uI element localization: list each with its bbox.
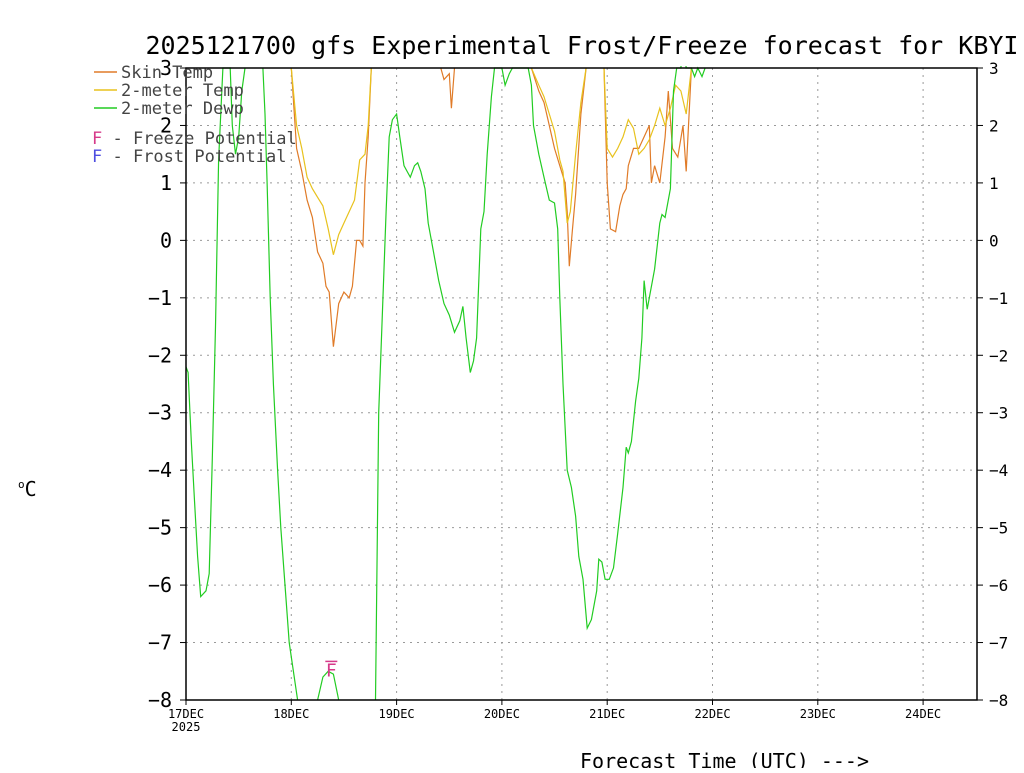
series-line-2-meter-temp [290, 67, 372, 255]
legend-marker-symbol: F [92, 147, 102, 167]
series-lines [186, 66, 706, 700]
y-tick-label-left: −6 [148, 573, 172, 597]
y-tick-label-right: −1 [989, 289, 1008, 308]
freeze-potential-marker: F [326, 660, 337, 681]
y-tick-label-left: −1 [148, 286, 172, 310]
legend-marker-text: - Freeze Potential [102, 129, 296, 149]
y-tick-label-right: 2 [989, 116, 999, 135]
series-line-2-meter-temp [530, 67, 587, 224]
chart-title: 2025121700 gfs Experimental Frost/Freeze… [146, 31, 1019, 60]
y-tick-label-left: 2 [160, 113, 172, 137]
y-tick-label-left: 0 [160, 228, 172, 252]
y-tick-label-right: −3 [989, 404, 1008, 423]
axes: 3 3 2 2 1 1 0 0 −1 −1 −2 −2 −3 −3 −4 −4 −5 −5 −6 −6 −7 −7 −8 −8… [148, 56, 1008, 734]
legend-marker-text: - Frost Potential [102, 147, 286, 167]
legend-marker-entry: F - Freeze Potential [92, 129, 297, 149]
y-tick-label-left: −2 [148, 343, 172, 367]
grid [186, 68, 977, 700]
series-line-2-meter-dewp [374, 66, 706, 700]
y-tick-label-right: 3 [989, 59, 999, 78]
series-line-2-meter-dewp [317, 670, 340, 700]
series-line-skin-temp [290, 67, 372, 347]
series-line-skin-temp [440, 67, 456, 109]
freeze-markers: F [325, 660, 338, 681]
y-tick-label-right: −6 [989, 576, 1008, 595]
y-tick-label-right: −7 [989, 634, 1008, 653]
series-line-skin-temp [530, 67, 587, 267]
x-tick-label: 21DEC [589, 707, 625, 721]
series-line-2-meter-temp [603, 67, 692, 159]
x-tick-label: 17DEC [168, 707, 204, 721]
x-tick-label: 19DEC [379, 707, 415, 721]
y-tick-label-left: 3 [160, 56, 172, 80]
y-tick-label-right: −4 [989, 461, 1008, 480]
series-line-2-meter-dewp [186, 67, 246, 599]
y-tick-label-left: 1 [160, 171, 172, 195]
x-tick-label: 18DEC [273, 707, 309, 721]
legend-entry-label: 2-meter Dewp [121, 99, 244, 119]
y-tick-label-left: −8 [148, 688, 172, 712]
legend-marker-symbol: F [92, 129, 102, 149]
y-tick-label-right: −2 [989, 346, 1008, 365]
y-tick-label-right: 0 [989, 231, 999, 250]
x-year-label: 2025 [172, 720, 201, 734]
legend-entry-label: 2-meter Temp [121, 81, 244, 101]
legend-marker-entry: F - Frost Potential [92, 147, 286, 167]
y-tick-label-left: −7 [148, 631, 172, 655]
plot-frame [185, 67, 978, 701]
x-axis-label: Forecast Time (UTC) ---> [580, 749, 869, 768]
y-tick-label-left: −5 [148, 516, 172, 540]
x-tick-label: 20DEC [484, 707, 520, 721]
y-tick-label-left: −4 [148, 458, 172, 482]
y-tick-label-right: 1 [989, 174, 999, 193]
series-line-skin-temp [603, 67, 692, 233]
x-tick-label: 23DEC [800, 707, 836, 721]
y-tick-label-right: −5 [989, 519, 1008, 538]
series-line-2-meter-dewp [262, 67, 299, 700]
legend-entry-label: Skin Temp [121, 63, 213, 83]
y-tick-label-left: −3 [148, 401, 172, 425]
x-tick-label: 24DEC [905, 707, 941, 721]
x-tick-label: 22DEC [694, 707, 730, 721]
y-tick-label-right: −8 [989, 691, 1008, 710]
y-axis-unit-label: oC [18, 477, 37, 501]
